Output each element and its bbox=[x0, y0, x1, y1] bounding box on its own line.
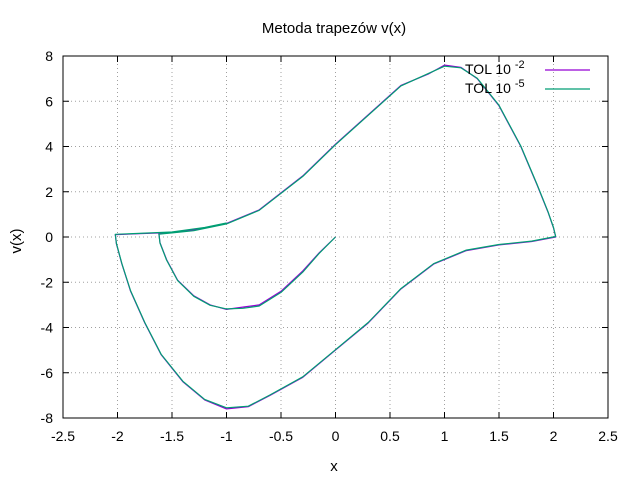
x-tick-label: 0.5 bbox=[380, 428, 400, 444]
y-tick-label: 6 bbox=[45, 93, 53, 109]
legend-label-text: TOL 10 bbox=[465, 80, 515, 96]
y-tick-label: 0 bbox=[45, 229, 53, 245]
legend-label-exponent: -5 bbox=[515, 78, 525, 90]
x-tick-label: 1.5 bbox=[489, 428, 509, 444]
axis-ticks bbox=[62, 55, 609, 419]
legend-label-1: TOL 10 -2 bbox=[465, 59, 525, 77]
x-tick-label: -1.5 bbox=[160, 428, 184, 444]
y-axis-label: v(x) bbox=[8, 229, 25, 254]
data-lines bbox=[114, 64, 557, 410]
y-tick-label: -2 bbox=[41, 274, 54, 290]
legend-label-exponent: -2 bbox=[515, 59, 525, 71]
x-tick-label: 0 bbox=[332, 428, 340, 444]
x-tick-label: -0.5 bbox=[269, 428, 293, 444]
x-tick-label: 1 bbox=[441, 428, 449, 444]
x-tick-label: -1 bbox=[220, 428, 233, 444]
y-tick-label: 4 bbox=[45, 139, 53, 155]
y-tick-label: -6 bbox=[41, 365, 54, 381]
y-tick-label: 2 bbox=[45, 184, 53, 200]
legend-label-text: TOL 10 bbox=[465, 61, 515, 77]
x-tick-label: -2.5 bbox=[51, 428, 75, 444]
x-tick-label: 2 bbox=[550, 428, 558, 444]
x-tick-label: -2 bbox=[111, 428, 124, 444]
series-line-2 bbox=[114, 65, 557, 409]
legend-label-2: TOL 10 -5 bbox=[465, 78, 525, 96]
y-tick-label: 8 bbox=[45, 48, 53, 64]
x-tick-labels: -2.5 -2 -1.5 -1 -0.5 0 0.5 1 1.5 2 2.5 bbox=[51, 428, 618, 444]
chart-title: Metoda trapezów v(x) bbox=[262, 20, 406, 37]
x-axis-label: x bbox=[330, 458, 338, 475]
y-tick-label: -8 bbox=[41, 410, 54, 426]
y-tick-label: -4 bbox=[41, 320, 54, 336]
y-tick-labels: -8 -6 -4 -2 0 2 4 6 8 bbox=[41, 48, 54, 426]
x-tick-label: 2.5 bbox=[598, 428, 618, 444]
